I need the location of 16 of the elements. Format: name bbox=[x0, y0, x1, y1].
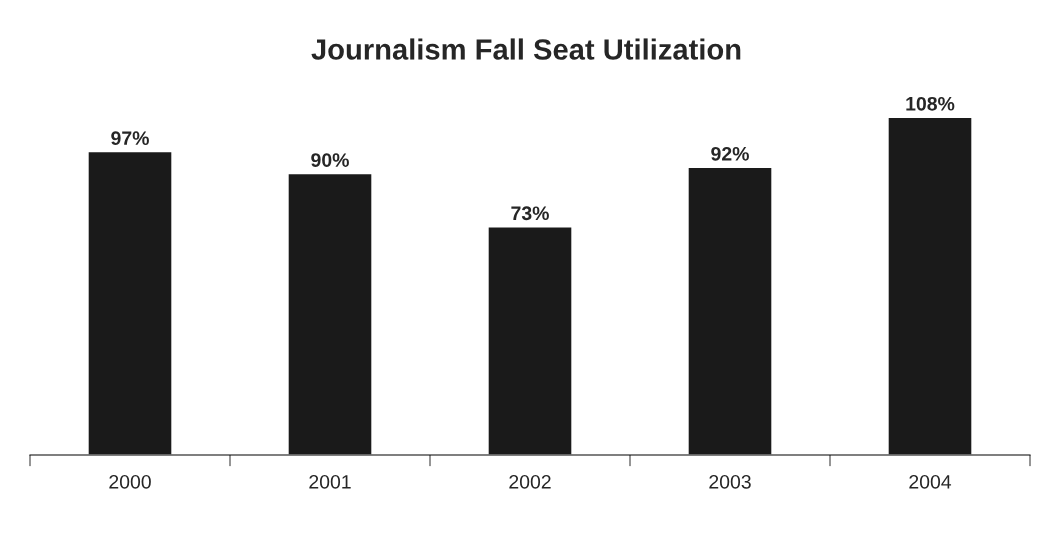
bar bbox=[87, 150, 173, 455]
data-label: 92% bbox=[711, 146, 749, 161]
bar bbox=[287, 172, 373, 455]
bar bbox=[487, 226, 573, 455]
data-label: 108% bbox=[906, 96, 955, 111]
data-label: 73% bbox=[511, 206, 549, 221]
bar bbox=[687, 166, 773, 455]
chart-title: Journalism Fall Seat Utilization bbox=[311, 38, 741, 60]
bar bbox=[887, 116, 973, 455]
data-label: 97% bbox=[111, 131, 149, 146]
x-tick-label: 2004 bbox=[909, 474, 952, 489]
x-tick-label: 2003 bbox=[709, 474, 751, 489]
x-tick-label: 2000 bbox=[109, 474, 151, 489]
data-label: 90% bbox=[311, 153, 349, 167]
x-tick-label: 2001 bbox=[309, 474, 351, 489]
x-tick-label: 2002 bbox=[509, 474, 551, 489]
